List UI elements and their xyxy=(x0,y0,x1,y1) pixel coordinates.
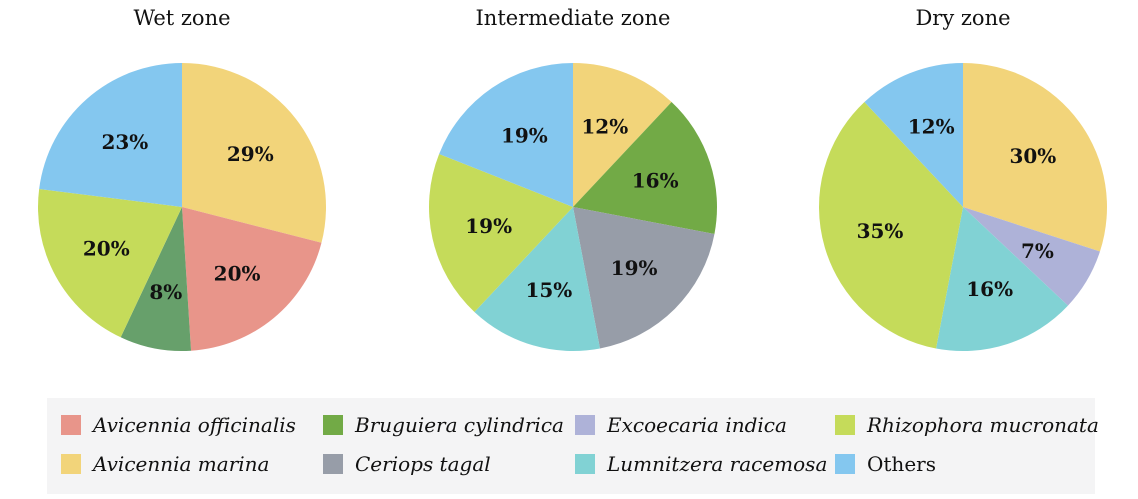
pie-slice xyxy=(182,63,327,243)
slice-data-label: 30% xyxy=(1009,144,1056,168)
slice-data-label: 19% xyxy=(611,256,658,280)
pie-slice xyxy=(439,62,573,208)
legend-item: Bruguiera cylindrica xyxy=(323,410,564,440)
legend-label: Lumnitzera racemosa xyxy=(607,452,828,476)
pie-slice xyxy=(38,188,182,338)
pie-slice xyxy=(819,102,963,349)
pie-slice xyxy=(573,63,672,207)
chart-title-intermediate-zone: Intermediate zone xyxy=(476,6,671,30)
slice-data-label: 12% xyxy=(908,115,955,139)
chart-title-wet-zone: Wet zone xyxy=(133,6,230,30)
slice-data-label: 16% xyxy=(632,168,679,192)
legend-item: Ceriops tagal xyxy=(323,449,491,479)
legend-swatch xyxy=(575,415,595,435)
slice-data-label: 20% xyxy=(83,237,130,261)
legend-item: Rhizophora mucronata xyxy=(835,410,1099,440)
legend-item: Avicennia officinalis xyxy=(61,410,296,440)
slice-data-label: 7% xyxy=(1021,239,1054,263)
legend-label: Excoecaria indica xyxy=(607,413,787,437)
pie-slice xyxy=(120,207,192,352)
legend: Avicennia officinalis Bruguiera cylindri… xyxy=(47,398,1099,494)
pie-slice xyxy=(864,63,963,207)
slice-data-label: 19% xyxy=(501,124,548,148)
pie-chart-wet-zone: Wet zone 29% 20% 8% 20% 23% xyxy=(38,6,327,352)
legend-swatch xyxy=(835,454,855,474)
slice-data-label: 29% xyxy=(227,142,274,166)
pie-slice xyxy=(39,63,182,207)
legend-swatch xyxy=(575,454,595,474)
legend-item: Others xyxy=(835,449,936,479)
pie-slice xyxy=(936,207,1068,351)
legend-label: Avicennia officinalis xyxy=(93,413,296,437)
legend-label: Ceriops tagal xyxy=(355,452,491,476)
slice-data-label: 19% xyxy=(465,214,512,238)
legend-item: Avicennia marina xyxy=(61,449,269,479)
pie-slice xyxy=(474,207,600,351)
pie-slice xyxy=(963,207,1100,306)
legend-label: Others xyxy=(867,452,936,476)
slice-data-label: 20% xyxy=(214,262,261,286)
pie-slice xyxy=(573,102,717,234)
legend-swatch xyxy=(323,454,343,474)
legend-swatch xyxy=(61,415,81,435)
pie-chart-intermediate-zone: Intermediate zone 12% 16% 19% 15% 19% 19% xyxy=(429,6,717,351)
legend-swatch xyxy=(61,454,81,474)
pie-chart-dry-zone: Dry zone 30% 7% 16% 35% 12% xyxy=(819,6,1107,351)
pie-slice xyxy=(573,207,715,349)
legend-item: Lumnitzera racemosa xyxy=(575,449,827,479)
legend-label: Rhizophora mucronata xyxy=(867,413,1099,437)
slice-data-label: 15% xyxy=(525,278,572,302)
slice-data-label: 12% xyxy=(581,115,628,139)
legend-item: Excoecaria indica xyxy=(575,410,787,440)
pie-slice xyxy=(182,207,322,351)
pie-slice xyxy=(429,153,573,312)
legend-label: Bruguiera cylindrica xyxy=(355,413,564,437)
pie-slice xyxy=(963,63,1107,252)
pie-charts-figure: Wet zone 29% 20% 8% 20% 23% Intermediate zon… xyxy=(38,6,1107,352)
legend-label: Avicennia marina xyxy=(93,452,270,476)
legend-swatch xyxy=(323,415,343,435)
slice-data-label: 23% xyxy=(101,130,148,154)
legend-swatch xyxy=(835,415,855,435)
chart-title-dry-zone: Dry zone xyxy=(915,6,1010,30)
slice-data-label: 8% xyxy=(149,280,182,304)
slice-data-label: 16% xyxy=(966,277,1013,301)
slice-data-label: 35% xyxy=(857,219,904,243)
